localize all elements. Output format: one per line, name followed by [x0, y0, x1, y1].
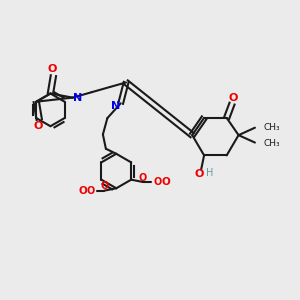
Text: O: O [195, 169, 204, 179]
Text: N: N [111, 101, 120, 111]
Text: O: O [47, 64, 57, 74]
Text: N: N [73, 93, 82, 103]
Text: O: O [161, 177, 170, 187]
Text: O: O [229, 93, 238, 103]
Text: CH₃: CH₃ [264, 139, 280, 148]
Text: CH₃: CH₃ [264, 123, 280, 132]
Text: O: O [86, 186, 94, 196]
Text: O: O [154, 177, 162, 187]
Text: O: O [139, 172, 147, 183]
Text: O: O [33, 121, 42, 131]
Text: O: O [100, 181, 109, 191]
Text: O: O [78, 186, 87, 196]
Text: H: H [206, 168, 213, 178]
